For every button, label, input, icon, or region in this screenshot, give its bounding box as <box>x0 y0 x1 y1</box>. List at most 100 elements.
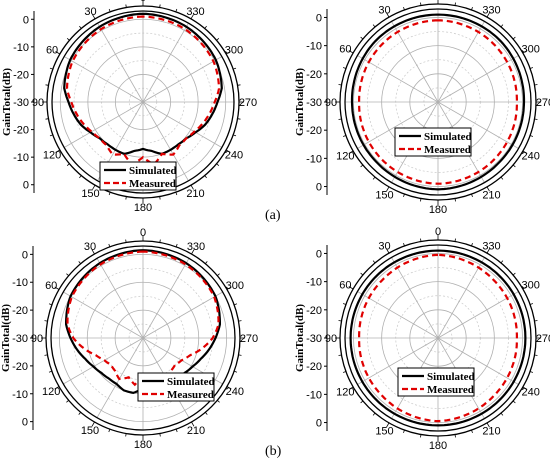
angle-tick <box>78 412 81 415</box>
angle-label: 150 <box>375 426 393 438</box>
angle-tick <box>66 38 70 41</box>
angle-tick <box>91 249 95 255</box>
angle-tick <box>512 272 516 276</box>
angle-tick <box>216 163 220 166</box>
y-tick-label: -10 <box>12 277 28 289</box>
angle-tick <box>348 50 354 54</box>
angle-tick <box>338 354 342 356</box>
angle-tick <box>175 8 178 12</box>
angle-tick <box>237 84 241 86</box>
angle-tick <box>372 260 376 264</box>
legend-label-simulated: Simulated <box>129 165 177 177</box>
angle-tick <box>500 412 504 416</box>
angle-tick <box>226 386 232 390</box>
y-tick-label: 0 <box>316 12 322 24</box>
angle-tick <box>360 272 364 276</box>
angle-label: 270 <box>536 97 550 109</box>
angle-label: 180 <box>429 440 447 452</box>
angle-tick <box>233 67 237 70</box>
grid-spoke <box>437 21 485 103</box>
angle-label: 30 <box>84 241 96 253</box>
y-tick-label: -30 <box>13 97 29 109</box>
angle-label: 240 <box>521 387 539 399</box>
angle-tick <box>342 135 347 137</box>
series-simulated <box>350 13 526 191</box>
angle-label: 240 <box>225 150 243 162</box>
legend-box <box>394 127 472 157</box>
angle-tick <box>225 51 231 55</box>
angle-tick <box>175 243 178 247</box>
angle-tick <box>125 433 127 437</box>
angle-tick <box>49 134 53 137</box>
y-tick-label: -30 <box>306 97 322 109</box>
angle-label: 240 <box>226 386 244 398</box>
angle-tick <box>403 429 405 434</box>
angle-tick <box>205 412 208 415</box>
angle-tick <box>204 25 207 29</box>
angle-label: 150 <box>81 425 99 437</box>
y-tick-label: 0 <box>23 180 29 192</box>
angle-tick <box>486 12 490 18</box>
y-tick-label: -20 <box>306 305 322 317</box>
angle-tick <box>226 286 232 290</box>
angle-label: 90 <box>32 97 44 109</box>
angle-tick <box>360 164 364 168</box>
angle-tick <box>159 433 161 437</box>
grid-spoke <box>437 337 519 385</box>
angle-tick <box>500 176 504 180</box>
series-measured <box>358 253 519 423</box>
polar-chart-2: 0 30 60 90 120 150 180 210 240 270 300 330 0 -10 -20 -3… <box>294 0 550 216</box>
angle-tick <box>55 149 61 153</box>
y-tick-label: -10 <box>13 152 29 164</box>
angle-tick <box>454 2 456 6</box>
angle-label: 300 <box>521 280 539 292</box>
series-measured <box>65 15 221 166</box>
caption-a: (a) <box>265 208 281 223</box>
angle-tick <box>386 248 390 254</box>
angle-tick <box>108 243 111 247</box>
angle-tick <box>522 150 528 154</box>
polar-chart-1: 0 30 60 90 120 150 180 210 240 270 300 330 0 -10 -20 -3… <box>1 0 257 214</box>
angle-label: 0 <box>435 0 441 2</box>
y-tick-label: -10 <box>306 277 322 289</box>
legend-label-simulated: Simulated <box>167 376 215 388</box>
grid-spoke <box>357 337 439 385</box>
angle-label: 180 <box>134 202 152 214</box>
outer-ring <box>50 245 236 431</box>
angle-label: 0 <box>140 227 146 239</box>
angle-tick <box>190 14 194 20</box>
angle-tick <box>471 6 473 11</box>
angle-label: 90 <box>325 97 337 109</box>
angle-label: 180 <box>134 439 152 451</box>
angle-tick <box>190 184 194 190</box>
angle-tick <box>66 400 69 403</box>
y-axis-title: GainTotal(dB) <box>294 304 306 372</box>
angle-label: 210 <box>482 190 500 202</box>
angle-label: 120 <box>336 151 354 163</box>
legend-box <box>99 161 177 191</box>
angle-label: 210 <box>186 188 204 200</box>
angle-tick <box>233 134 237 137</box>
angle-tick <box>486 186 490 192</box>
y-tick-label: -10 <box>306 389 322 401</box>
angle-label: 330 <box>482 4 500 16</box>
angle-label: 270 <box>536 333 550 345</box>
angle-tick <box>454 238 456 242</box>
angle-tick <box>500 260 504 264</box>
grid-spoke <box>142 258 190 339</box>
angle-tick <box>55 51 61 55</box>
grid-spoke <box>391 21 439 103</box>
angle-tick <box>360 36 364 40</box>
angle-tick <box>342 371 347 373</box>
angle-tick <box>338 84 342 86</box>
series-measured <box>66 250 220 387</box>
angle-tick <box>534 320 538 322</box>
grid-spoke <box>437 257 485 339</box>
angle-tick <box>372 176 376 180</box>
angle-tick <box>91 421 95 427</box>
angle-tick <box>204 175 207 179</box>
angle-tick <box>348 150 354 154</box>
angle-tick <box>386 422 390 428</box>
angle-label: 30 <box>378 240 390 252</box>
